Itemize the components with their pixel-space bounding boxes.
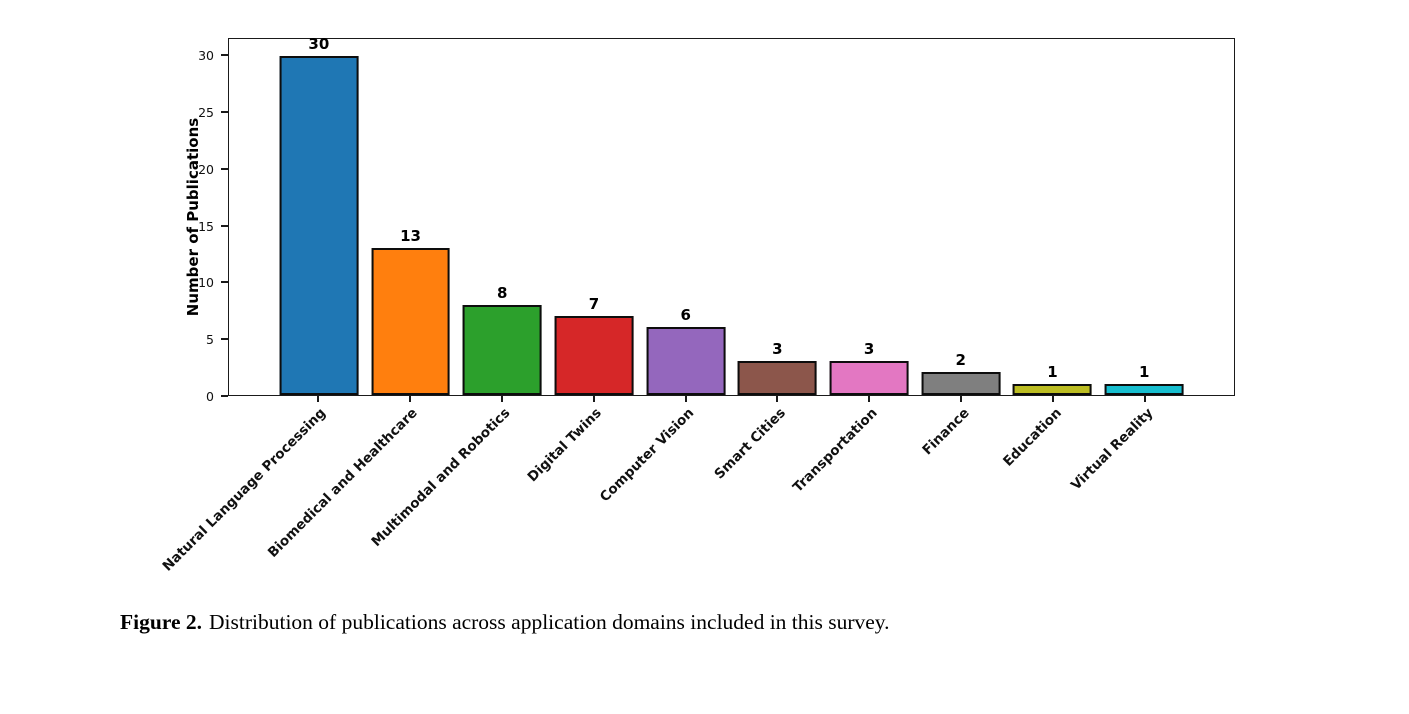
y-tick-mark: [221, 110, 228, 113]
y-tick-mark: [221, 395, 228, 397]
bar-slot-virtual-reality: 1: [1098, 39, 1190, 395]
bar-biomedical-and-healthcare: [371, 248, 450, 395]
x-tick-mark: [684, 395, 687, 402]
bar-natural-language-processing: [279, 55, 359, 395]
x-tick-mark: [868, 395, 871, 402]
y-tick-mark: [221, 281, 228, 284]
figure-caption-text: Distribution of publications across appl…: [209, 610, 890, 634]
x-tick-label-biomedical-and-healthcare: Biomedical and Healthcare: [265, 405, 422, 561]
figure-caption-label: Figure 2.: [120, 610, 203, 634]
x-tick-mark: [500, 395, 503, 402]
bar-value-label: 1: [1138, 362, 1150, 381]
x-axis-labels: Natural Language Processing Biomedical an…: [160, 405, 1235, 605]
bar-value-label: 6: [680, 306, 691, 325]
bar-value-label: 1: [1047, 362, 1058, 381]
bar-slot-biomedical-and-healthcare: 13: [365, 39, 457, 395]
x-tick-label-computer-vision: Computer Vision: [596, 405, 697, 506]
bar-finance: [921, 372, 1001, 395]
bar-slot-transportation: 3: [823, 39, 915, 395]
bar-transportation: [829, 361, 909, 395]
x-tick-label-education: Education: [999, 405, 1065, 470]
x-tick-label-natural-language-processing: Natural Language Processing: [159, 405, 330, 575]
y-tick-label: 15: [198, 218, 214, 234]
bar-slot-computer-vision: 6: [640, 39, 732, 395]
x-tick-mark: [1144, 395, 1147, 402]
bar-slot-finance: 2: [915, 39, 1007, 395]
x-tick-mark: [592, 395, 595, 402]
bar-value-label: 8: [497, 283, 508, 302]
y-tick-label: 25: [198, 104, 214, 120]
x-tick-mark: [1052, 395, 1055, 402]
bar-computer-vision: [646, 327, 726, 395]
x-axis-ticks: [228, 395, 1235, 404]
y-tick-mark: [221, 167, 228, 170]
bar-education: [1013, 383, 1092, 395]
bar-slot-education: 1: [1007, 39, 1099, 395]
x-tick-mark: [960, 395, 963, 402]
bar-smart-cities: [737, 361, 817, 395]
bar-value-label: 2: [955, 351, 966, 370]
bar-value-label: 30: [308, 34, 330, 53]
bar-multimodal-and-robotics: [462, 304, 542, 395]
bar-value-label: 3: [772, 340, 783, 359]
x-tick-label-virtual-reality: Virtual Reality: [1067, 405, 1157, 494]
y-axis-ticks: 0 5 10 15 20 25 30: [0, 38, 228, 404]
y-tick-label: 20: [198, 161, 214, 177]
x-tick-label-transportation: Transportation: [789, 405, 881, 496]
y-tick-mark: [221, 224, 228, 227]
y-tick-label: 5: [206, 332, 214, 348]
bar-digital-twins: [554, 315, 634, 395]
y-tick-label: 0: [206, 389, 214, 404]
bar-slot-multimodal-and-robotics: 8: [456, 39, 548, 395]
y-tick-label: 30: [198, 48, 214, 64]
y-tick-label: 10: [198, 275, 214, 291]
bar-slot-smart-cities: 3: [732, 39, 824, 395]
x-tick-label-digital-twins: Digital Twins: [524, 405, 605, 486]
plot-area: 30 13 8 7 6 3 3 2 1 1: [228, 34, 1235, 396]
bars-container: 30 13 8 7 6 3 3 2 1 1: [273, 34, 1190, 395]
y-tick-mark: [221, 338, 228, 341]
y-tick-mark: [221, 54, 228, 57]
bar-slot-natural-language-processing: 30: [273, 34, 365, 395]
figure-caption: Figure 2. Distribution of publications ac…: [120, 610, 1300, 635]
x-tick-label-finance: Finance: [919, 405, 973, 459]
x-tick-label-smart-cities: Smart Cities: [711, 405, 789, 483]
bar-value-label: 7: [588, 294, 600, 313]
bar-value-label: 13: [400, 227, 421, 246]
bar-virtual-reality: [1104, 383, 1184, 395]
bar-slot-digital-twins: 7: [548, 39, 640, 395]
x-tick-mark: [316, 395, 319, 402]
bar-value-label: 3: [863, 340, 875, 359]
x-tick-mark: [776, 395, 779, 402]
x-tick-mark: [408, 395, 411, 402]
